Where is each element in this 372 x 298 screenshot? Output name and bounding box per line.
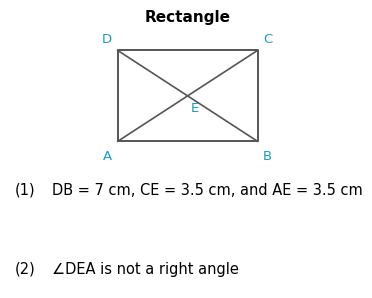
- Text: (1): (1): [15, 183, 35, 198]
- Text: D: D: [102, 33, 112, 46]
- Text: (2): (2): [15, 262, 36, 277]
- Text: Rectangle: Rectangle: [145, 10, 231, 25]
- Text: C: C: [263, 33, 272, 46]
- Text: E: E: [190, 102, 199, 115]
- Text: ∠DEA is not a right angle: ∠DEA is not a right angle: [52, 262, 239, 277]
- Text: DB = 7 cm, CE = 3.5 cm, and AE = 3.5 cm: DB = 7 cm, CE = 3.5 cm, and AE = 3.5 cm: [52, 183, 363, 198]
- Text: A: A: [103, 150, 112, 163]
- Text: B: B: [263, 150, 272, 163]
